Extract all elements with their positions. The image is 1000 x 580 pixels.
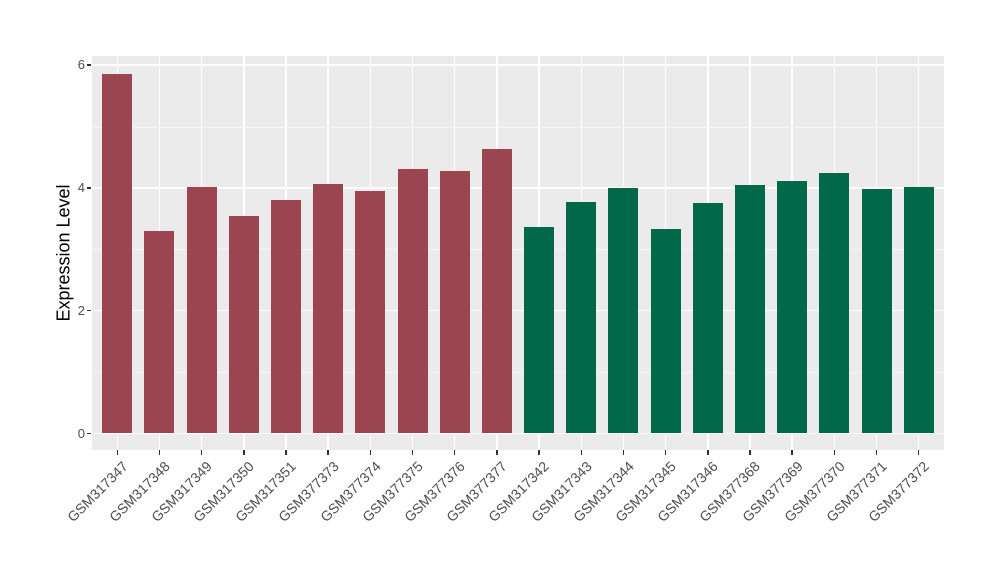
x-tick-mark-GSM377376 xyxy=(453,450,456,455)
y-tick-mark-0 xyxy=(87,432,91,435)
x-tick-mark-GSM377368 xyxy=(749,450,751,455)
x-tick-mark-GSM317348 xyxy=(158,450,161,455)
y-tick-label-4: 4 xyxy=(77,179,85,195)
x-tick-mark-GSM377373 xyxy=(327,450,329,455)
bar-GSM377377 xyxy=(481,149,512,434)
bar-GSM377368 xyxy=(734,184,765,434)
bar-GSM377374 xyxy=(355,190,386,434)
major-gridline-y6 xyxy=(92,64,944,66)
bar-GSM317343 xyxy=(566,202,597,434)
x-tick-mark-GSM317349 xyxy=(200,450,203,455)
x-tick-mark-GSM317342 xyxy=(538,450,540,455)
plot-panel xyxy=(92,56,944,450)
y-tick-label-0: 0 xyxy=(77,425,85,441)
minor-gridline-y3 xyxy=(92,249,944,251)
x-tick-mark-GSM377369 xyxy=(791,450,793,455)
x-tick-label-text: GSM377372 xyxy=(865,458,933,525)
bar-GSM377372 xyxy=(903,186,934,434)
y-tick-mark-2 xyxy=(87,309,91,312)
bar-GSM317349 xyxy=(186,187,217,434)
bar-GSM317350 xyxy=(228,216,259,434)
minor-gridline-y5 xyxy=(92,126,944,128)
bar-GSM377376 xyxy=(439,171,470,434)
y-tick-mark-4 xyxy=(87,187,91,189)
bar-GSM317342 xyxy=(524,226,555,434)
x-tick-mark-GSM317347 xyxy=(116,450,119,455)
bar-GSM377369 xyxy=(777,181,808,434)
x-tick-mark-GSM377371 xyxy=(875,450,878,455)
x-tick-mark-GSM317350 xyxy=(243,450,245,455)
x-tick-mark-GSM377370 xyxy=(833,450,836,455)
x-tick-mark-GSM377375 xyxy=(411,450,414,455)
bar-GSM377373 xyxy=(313,183,344,434)
major-gridline-y0 xyxy=(92,432,944,435)
x-tick-mark-GSM317344 xyxy=(622,450,625,455)
bar-GSM317348 xyxy=(144,231,175,434)
bar-GSM377370 xyxy=(819,173,850,434)
bar-GSM317344 xyxy=(608,187,639,434)
bar-GSM317345 xyxy=(650,229,681,434)
x-tick-mark-GSM317351 xyxy=(285,450,287,455)
bar-GSM377375 xyxy=(397,169,428,434)
bar-GSM317351 xyxy=(271,199,302,434)
x-tick-label-GSM377372: GSM377372 xyxy=(701,458,932,525)
x-tick-mark-GSM317345 xyxy=(664,450,667,455)
x-tick-mark-GSM377374 xyxy=(369,450,372,455)
x-tick-mark-GSM317343 xyxy=(580,450,583,455)
bar-GSM317347 xyxy=(102,74,133,434)
minor-gridline-y1 xyxy=(92,372,944,374)
x-tick-mark-GSM377372 xyxy=(917,450,920,455)
y-axis-title: Expression Level xyxy=(53,184,74,322)
y-tick-label-6: 6 xyxy=(77,57,85,73)
bar-GSM377371 xyxy=(861,188,892,434)
y-tick-mark-6 xyxy=(87,64,91,66)
bar-GSM317346 xyxy=(692,202,723,434)
major-gridline-y2 xyxy=(92,309,944,312)
x-tick-mark-GSM317346 xyxy=(707,450,709,455)
x-tick-mark-GSM377377 xyxy=(496,450,498,455)
y-tick-label-2: 2 xyxy=(77,302,85,318)
major-gridline-y4 xyxy=(92,187,944,189)
